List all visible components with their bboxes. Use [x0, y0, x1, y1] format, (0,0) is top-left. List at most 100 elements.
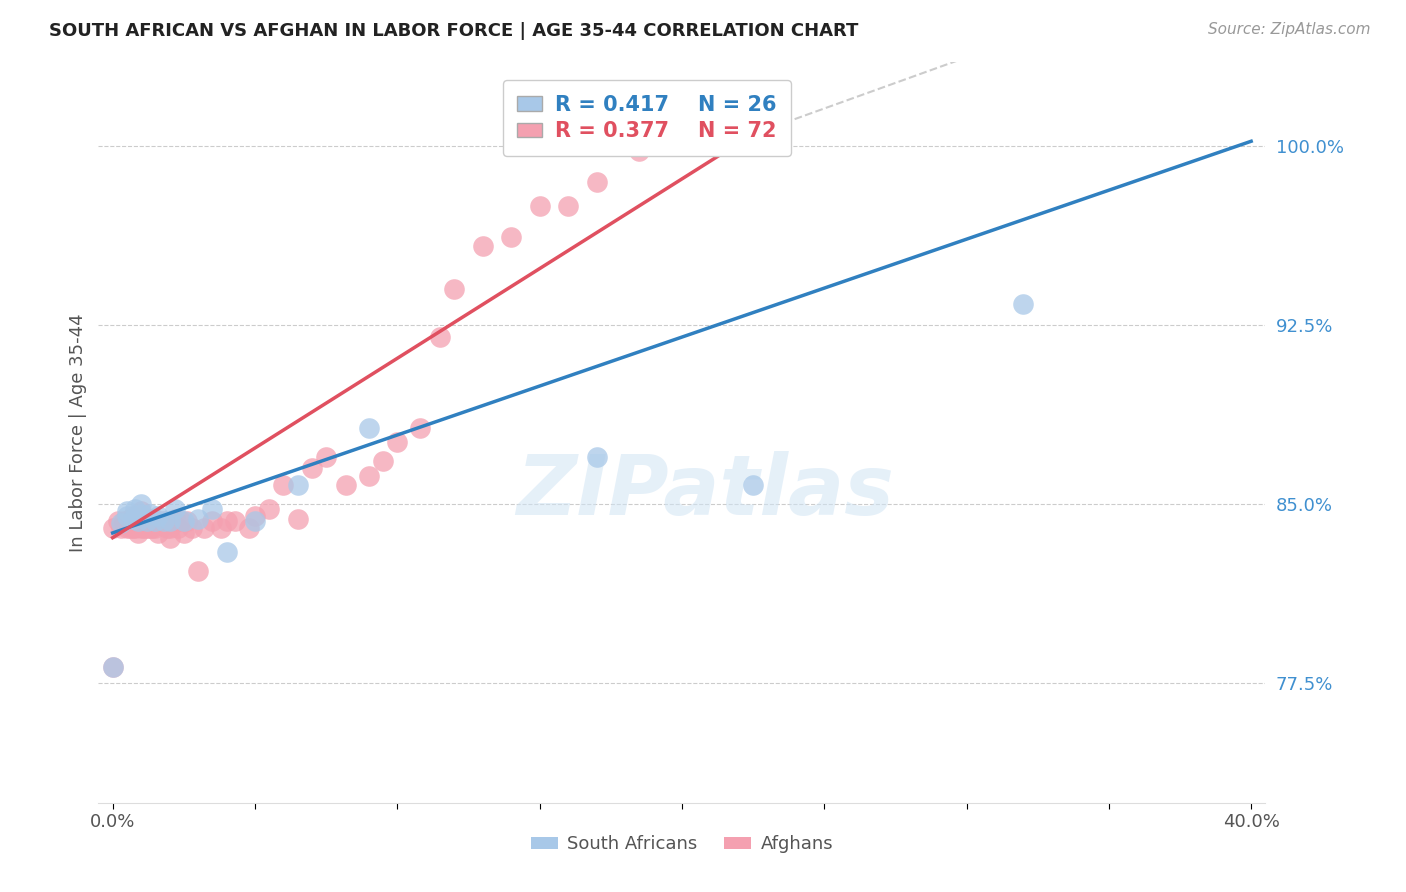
Afghans: [162, 514, 184, 528]
South Africans: [124, 502, 146, 516]
Afghans: [628, 144, 651, 158]
Afghans: [118, 521, 141, 535]
Afghans: [141, 521, 163, 535]
South Africans: [153, 514, 176, 528]
South Africans: [187, 511, 209, 525]
Afghans: [215, 514, 238, 528]
Afghans: [173, 525, 195, 540]
Afghans: [713, 139, 735, 153]
Y-axis label: In Labor Force | Age 35-44: In Labor Force | Age 35-44: [69, 313, 87, 552]
Afghans: [135, 511, 157, 525]
Afghans: [273, 478, 295, 492]
Afghans: [121, 514, 143, 528]
South Africans: [115, 509, 138, 524]
South Africans: [115, 504, 138, 518]
Afghans: [371, 454, 394, 468]
Afghans: [167, 521, 190, 535]
Afghans: [153, 514, 176, 528]
Afghans: [124, 521, 146, 535]
Afghans: [156, 521, 179, 535]
South Africans: [243, 514, 266, 528]
Afghans: [101, 521, 124, 535]
Afghans: [129, 514, 152, 528]
Afghans: [529, 199, 551, 213]
Afghans: [357, 468, 380, 483]
Afghans: [181, 521, 204, 535]
Afghans: [129, 504, 152, 518]
South Africans: [129, 507, 152, 521]
South Africans: [110, 516, 132, 531]
South Africans: [1012, 296, 1035, 310]
South Africans: [135, 514, 157, 528]
South Africans: [357, 421, 380, 435]
Afghans: [127, 525, 149, 540]
South Africans: [159, 514, 181, 528]
South Africans: [585, 450, 607, 464]
Afghans: [129, 521, 152, 535]
Afghans: [107, 514, 129, 528]
Afghans: [671, 139, 693, 153]
Afghans: [201, 514, 224, 528]
Afghans: [257, 502, 280, 516]
South Africans: [127, 514, 149, 528]
Afghans: [143, 521, 166, 535]
Afghans: [471, 239, 494, 253]
Text: Source: ZipAtlas.com: Source: ZipAtlas.com: [1208, 22, 1371, 37]
Text: ZIPatlas: ZIPatlas: [516, 451, 894, 533]
South Africans: [101, 659, 124, 673]
Afghans: [118, 511, 141, 525]
Afghans: [315, 450, 337, 464]
Afghans: [129, 509, 152, 524]
South Africans: [165, 502, 187, 516]
Afghans: [443, 282, 465, 296]
Afghans: [742, 139, 765, 153]
Afghans: [127, 516, 149, 531]
Afghans: [170, 514, 193, 528]
Afghans: [224, 514, 246, 528]
Afghans: [121, 509, 143, 524]
Afghans: [135, 521, 157, 535]
Afghans: [112, 514, 135, 528]
South Africans: [173, 514, 195, 528]
Text: SOUTH AFRICAN VS AFGHAN IN LABOR FORCE | AGE 35-44 CORRELATION CHART: SOUTH AFRICAN VS AFGHAN IN LABOR FORCE |…: [49, 22, 859, 40]
Afghans: [193, 521, 215, 535]
Afghans: [150, 516, 173, 531]
Afghans: [238, 521, 260, 535]
Afghans: [301, 461, 323, 475]
Afghans: [124, 514, 146, 528]
Afghans: [132, 514, 155, 528]
Afghans: [335, 478, 357, 492]
Afghans: [557, 199, 579, 213]
South Africans: [215, 545, 238, 559]
South Africans: [129, 497, 152, 511]
Afghans: [585, 175, 607, 189]
South Africans: [742, 478, 765, 492]
Afghans: [209, 521, 232, 535]
Afghans: [132, 521, 155, 535]
Afghans: [165, 511, 187, 525]
Afghans: [141, 511, 163, 525]
Afghans: [143, 511, 166, 525]
Afghans: [110, 521, 132, 535]
Afghans: [159, 531, 181, 545]
Afghans: [187, 564, 209, 578]
Afghans: [148, 525, 170, 540]
Afghans: [387, 435, 409, 450]
Afghans: [409, 421, 432, 435]
Afghans: [429, 330, 451, 344]
Afghans: [115, 514, 138, 528]
Afghans: [138, 511, 160, 525]
South Africans: [138, 507, 160, 521]
Afghans: [121, 521, 143, 535]
Afghans: [243, 509, 266, 524]
Afghans: [115, 521, 138, 535]
South Africans: [148, 509, 170, 524]
South Africans: [287, 478, 309, 492]
Afghans: [138, 521, 160, 535]
Afghans: [287, 511, 309, 525]
South Africans: [143, 514, 166, 528]
Afghans: [176, 514, 198, 528]
South Africans: [201, 502, 224, 516]
Afghans: [101, 659, 124, 673]
Legend: South Africans, Afghans: South Africans, Afghans: [523, 828, 841, 861]
